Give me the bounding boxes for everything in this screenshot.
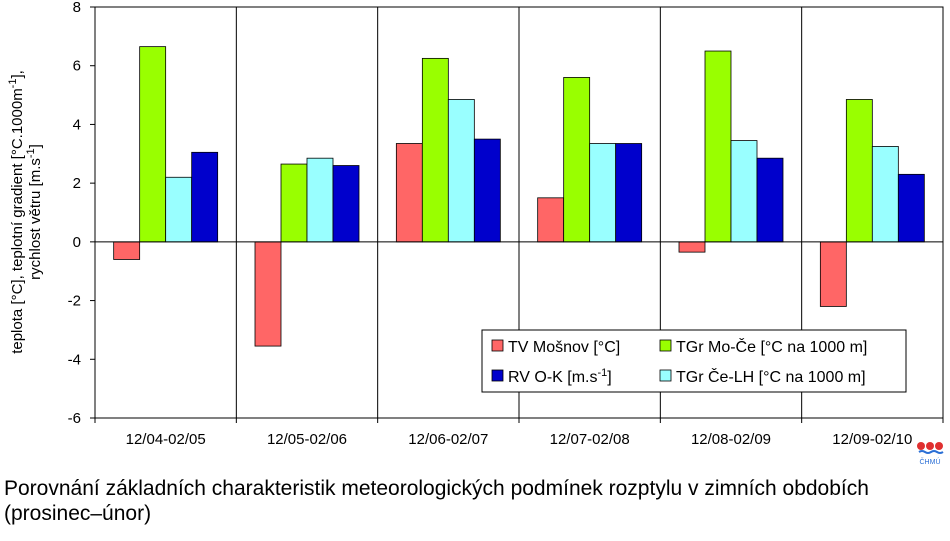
bar-tv-mo-nov-c-12-07-02-08 <box>537 197 565 243</box>
bar-tv-mo-nov-c-12-09-02-10 <box>819 241 847 307</box>
bar-rv-o-k-m-s-1-12-05-02-06 <box>332 165 360 243</box>
legend-label-tv-mosnov: TV Mošnov [°C] <box>508 339 620 356</box>
bar-tv-mo-nov-c-12-08-02-09 <box>678 241 706 253</box>
y-tick-label: -4 <box>68 351 81 368</box>
figure-caption: Porovnání základních charakteristik mete… <box>4 477 869 525</box>
bar-rv-o-k-m-s-1-12-09-02-10 <box>897 173 925 243</box>
x-axis-ticks: 12/04-02/05 12/05-02/06 12/06-02/07 12/07-0… <box>94 418 944 448</box>
bar-tgr-e-lh-c-na-1000-m-12-09-02-10 <box>871 146 899 243</box>
bar-tgr-mo-e-c-na-1000-m-12-06-02-07 <box>421 57 449 243</box>
y-tick-label: 2 <box>73 175 81 192</box>
bars <box>113 46 925 347</box>
chmu-logo: ČHMÚ <box>917 442 944 466</box>
legend-swatch-tv-mosnov <box>491 339 504 352</box>
legend-box <box>481 329 907 393</box>
y-tick-label: 0 <box>73 234 81 251</box>
y-tick-label: 4 <box>73 116 81 133</box>
y-tick-label: -2 <box>68 293 81 310</box>
bar-tgr-e-lh-c-na-1000-m-12-07-02-08 <box>589 143 617 243</box>
x-tick-label: 12/09-02/10 <box>832 431 912 448</box>
bar-tgr-mo-e-c-na-1000-m-12-09-02-10 <box>845 99 873 243</box>
y-tick-label: -6 <box>68 410 81 427</box>
y-axis-ticks: -6 -4 -2 0 2 4 6 8 <box>68 0 95 427</box>
bar-rv-o-k-m-s-1-12-06-02-07 <box>473 138 501 243</box>
x-tick-label: 12/07-02/08 <box>550 431 630 448</box>
bar-tgr-mo-e-c-na-1000-m-12-08-02-09 <box>704 50 732 243</box>
bar-tgr-e-lh-c-na-1000-m-12-06-02-07 <box>447 99 475 243</box>
bar-tgr-e-lh-c-na-1000-m-12-04-02-05 <box>165 176 193 243</box>
bar-rv-o-k-m-s-1-12-07-02-08 <box>615 143 643 243</box>
x-tick-label: 12/08-02/09 <box>691 431 771 448</box>
bar-tgr-mo-e-c-na-1000-m-12-05-02-06 <box>280 163 308 243</box>
y-tick-label: 6 <box>73 58 81 75</box>
y-tick-label: 8 <box>73 0 81 16</box>
bar-tgr-mo-e-c-na-1000-m-12-04-02-05 <box>139 46 167 243</box>
x-tick-label: 12/06-02/07 <box>408 431 488 448</box>
legend-swatch-tgr-ce-lh <box>659 369 672 382</box>
x-tick-label: 12/05-02/06 <box>267 431 347 448</box>
bar-tgr-e-lh-c-na-1000-m-12-05-02-06 <box>306 157 334 243</box>
chart: -6 -4 -2 0 2 4 6 8 12/04-02/05 12/05-02/06 12/06-… <box>7 0 944 448</box>
legend-label-rv-o-k: RV O-K [m.s-1] <box>508 367 612 386</box>
y-axis-label-line2: rychlost větru [m.s-1] <box>25 144 44 280</box>
legend-swatch-tgr-mo-ce <box>659 339 672 352</box>
x-tick-label: 12/04-02/05 <box>126 431 206 448</box>
bar-tgr-e-lh-c-na-1000-m-12-08-02-09 <box>730 140 758 243</box>
bar-tv-mo-nov-c-12-06-02-07 <box>395 143 423 243</box>
legend: TV Mošnov [°C] TGr Mo-Če [°C na 1000 m] … <box>481 329 907 393</box>
bar-rv-o-k-m-s-1-12-08-02-09 <box>756 157 784 243</box>
legend-label-tgr-ce-lh: TGr Če-LH [°C na 1000 m] <box>676 367 866 386</box>
bar-tgr-mo-e-c-na-1000-m-12-07-02-08 <box>563 77 591 243</box>
legend-label-tgr-mo-ce: TGr Mo-Če [°C na 1000 m] <box>676 337 867 356</box>
svg-text:ČHMÚ: ČHMÚ <box>920 457 941 466</box>
bar-tv-mo-nov-c-12-04-02-05 <box>113 241 141 260</box>
bar-tv-mo-nov-c-12-05-02-06 <box>254 241 282 347</box>
bar-rv-o-k-m-s-1-12-04-02-05 <box>191 151 219 243</box>
legend-swatch-rv-o-k <box>491 369 504 382</box>
y-axis-label-line1: teplota [°C], teplotní gradient [°C.1000… <box>7 70 26 354</box>
